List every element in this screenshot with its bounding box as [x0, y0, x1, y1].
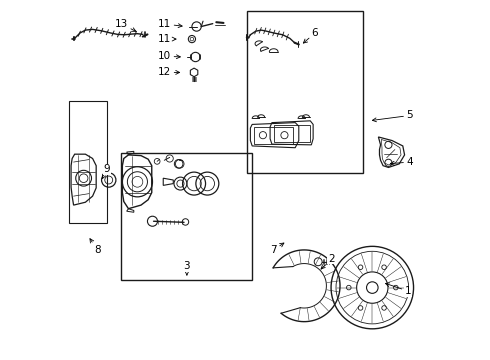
Bar: [247, 12, 364, 173]
Bar: [254, 127, 293, 144]
Text: 8: 8: [90, 239, 100, 255]
Text: 7: 7: [270, 243, 284, 255]
Text: 5: 5: [372, 111, 413, 122]
Text: 10: 10: [158, 51, 180, 61]
Text: 1: 1: [386, 283, 412, 296]
Text: 2: 2: [321, 254, 334, 269]
Text: 11: 11: [158, 19, 182, 29]
Bar: [69, 101, 107, 223]
Text: 13: 13: [115, 19, 136, 31]
Text: 11: 11: [158, 34, 176, 44]
Text: 9: 9: [102, 164, 110, 179]
Text: 12: 12: [158, 67, 180, 77]
Bar: [274, 125, 310, 141]
Text: 6: 6: [303, 28, 318, 43]
Text: 4: 4: [391, 157, 413, 167]
Text: 3: 3: [184, 261, 190, 275]
Bar: [122, 153, 252, 280]
